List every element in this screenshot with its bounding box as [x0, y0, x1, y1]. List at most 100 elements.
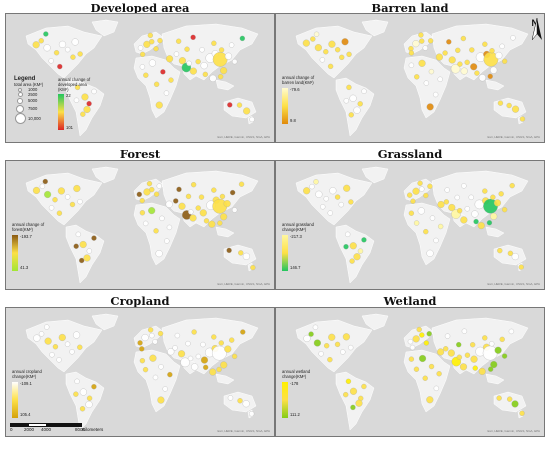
city-bubble — [412, 335, 420, 343]
city-bubble — [162, 386, 168, 392]
legend-title: annual change of developed area (KM²) — [58, 77, 91, 92]
city-bubble — [32, 41, 40, 49]
city-bubble — [79, 257, 85, 264]
city-bubble — [423, 80, 429, 86]
city-bubble — [139, 64, 146, 70]
city-bubble — [217, 74, 224, 80]
city-bubble — [236, 102, 243, 108]
city-bubble — [209, 74, 217, 82]
map-panel-cropland: annual cropland change(KM²) -109.1 105.4 Es… — [5, 307, 275, 437]
city-bubble — [220, 213, 228, 221]
city-bubble — [70, 54, 76, 60]
land-mass — [295, 319, 373, 373]
scale-bar: 0 2000 4000 8000 Kilometers — [10, 422, 110, 434]
city-bubble — [478, 74, 486, 82]
city-bubble — [176, 186, 182, 193]
city-bubble — [229, 337, 235, 343]
city-bubble — [502, 58, 508, 64]
land-mass — [25, 25, 103, 79]
city-bubble — [186, 60, 192, 67]
map-credit: Esri, HERE, Garmin, USGS, NGA, EPA — [217, 135, 270, 139]
city-bubble — [437, 200, 445, 209]
city-bubble — [408, 356, 415, 362]
city-bubble — [147, 327, 154, 333]
city-bubble — [313, 31, 320, 37]
city-bubble — [65, 46, 71, 53]
color-legend-forest: annual change of forest(KM²) -193.7 41.3 — [12, 222, 52, 271]
city-bubble — [456, 342, 462, 348]
legend-title: annual change of forest(KM²) — [12, 222, 45, 232]
city-bubble — [38, 331, 45, 337]
city-bubble — [149, 186, 155, 193]
color-legend-grassland: annual grassland change(KM²) -217.3 146.7 — [282, 222, 322, 271]
legend-title: annual grassland change(KM²) — [282, 222, 314, 232]
map-panel-barren: annual change of barren land(KM²) -79.6 9.… — [275, 13, 545, 143]
city-bubble — [490, 66, 498, 74]
city-bubble — [229, 189, 236, 196]
city-bubble — [343, 244, 349, 250]
city-bubble — [506, 102, 512, 109]
city-bubble — [490, 212, 498, 220]
city-bubble — [203, 218, 210, 224]
city-bubble — [422, 375, 428, 381]
city-bubble — [361, 383, 367, 390]
city-bubble — [240, 329, 246, 335]
city-bubble — [73, 97, 80, 103]
land-mass — [133, 202, 181, 266]
city-bubble — [461, 183, 467, 189]
city-bubble — [200, 62, 208, 70]
city-bubble — [44, 190, 52, 199]
city-bubble — [357, 101, 363, 107]
city-bubble — [410, 198, 416, 204]
city-bubble — [242, 400, 250, 408]
city-bubble — [57, 63, 63, 70]
city-bubble — [443, 199, 450, 205]
scale-unit: Kilometers — [82, 427, 104, 432]
city-bubble — [474, 70, 480, 76]
city-bubble — [327, 357, 333, 363]
city-bubble — [211, 187, 217, 193]
city-bubble — [319, 57, 326, 63]
city-bubble — [470, 355, 478, 363]
legend-title: annual change of barren land(KM²) — [282, 75, 315, 85]
size-legend-value: 5000 — [28, 98, 38, 104]
city-bubble — [426, 103, 434, 111]
land-mass — [25, 172, 103, 226]
city-bubble — [438, 223, 444, 230]
city-bubble — [328, 40, 336, 48]
city-bubble — [519, 116, 526, 122]
city-bubble — [349, 387, 358, 395]
city-bubble — [79, 240, 87, 249]
city-bubble — [349, 94, 357, 102]
city-bubble — [418, 59, 426, 67]
city-bubble — [460, 35, 467, 42]
city-bubble — [174, 332, 181, 339]
city-bubble — [348, 112, 354, 118]
city-bubble — [211, 334, 217, 340]
city-bubble — [488, 366, 494, 372]
city-bubble — [499, 43, 505, 49]
city-bubble — [187, 355, 194, 362]
city-bubble — [243, 107, 251, 115]
land-mass — [335, 371, 375, 431]
city-bubble — [419, 354, 427, 363]
city-bubble — [137, 45, 144, 51]
city-bubble — [349, 258, 355, 264]
city-bubble — [419, 332, 425, 338]
city-bubble — [489, 341, 495, 347]
size-legend-circle — [14, 87, 26, 94]
city-bubble — [334, 194, 341, 200]
land-mass — [215, 373, 235, 385]
map-credit: Esri, HERE, Garmin, USGS, NGA, EPA — [217, 282, 270, 286]
city-bubble — [407, 192, 413, 198]
city-bubble — [345, 231, 351, 238]
city-bubble — [208, 220, 216, 228]
land-mass — [295, 25, 373, 79]
size-legend-circle — [14, 92, 26, 99]
city-bubble — [32, 186, 41, 194]
city-bubble — [343, 391, 349, 398]
size-legend-circle — [14, 113, 26, 126]
city-bubble — [494, 346, 502, 354]
legend-max-label: -178 — [290, 380, 299, 386]
world-map-barren — [295, 19, 529, 137]
